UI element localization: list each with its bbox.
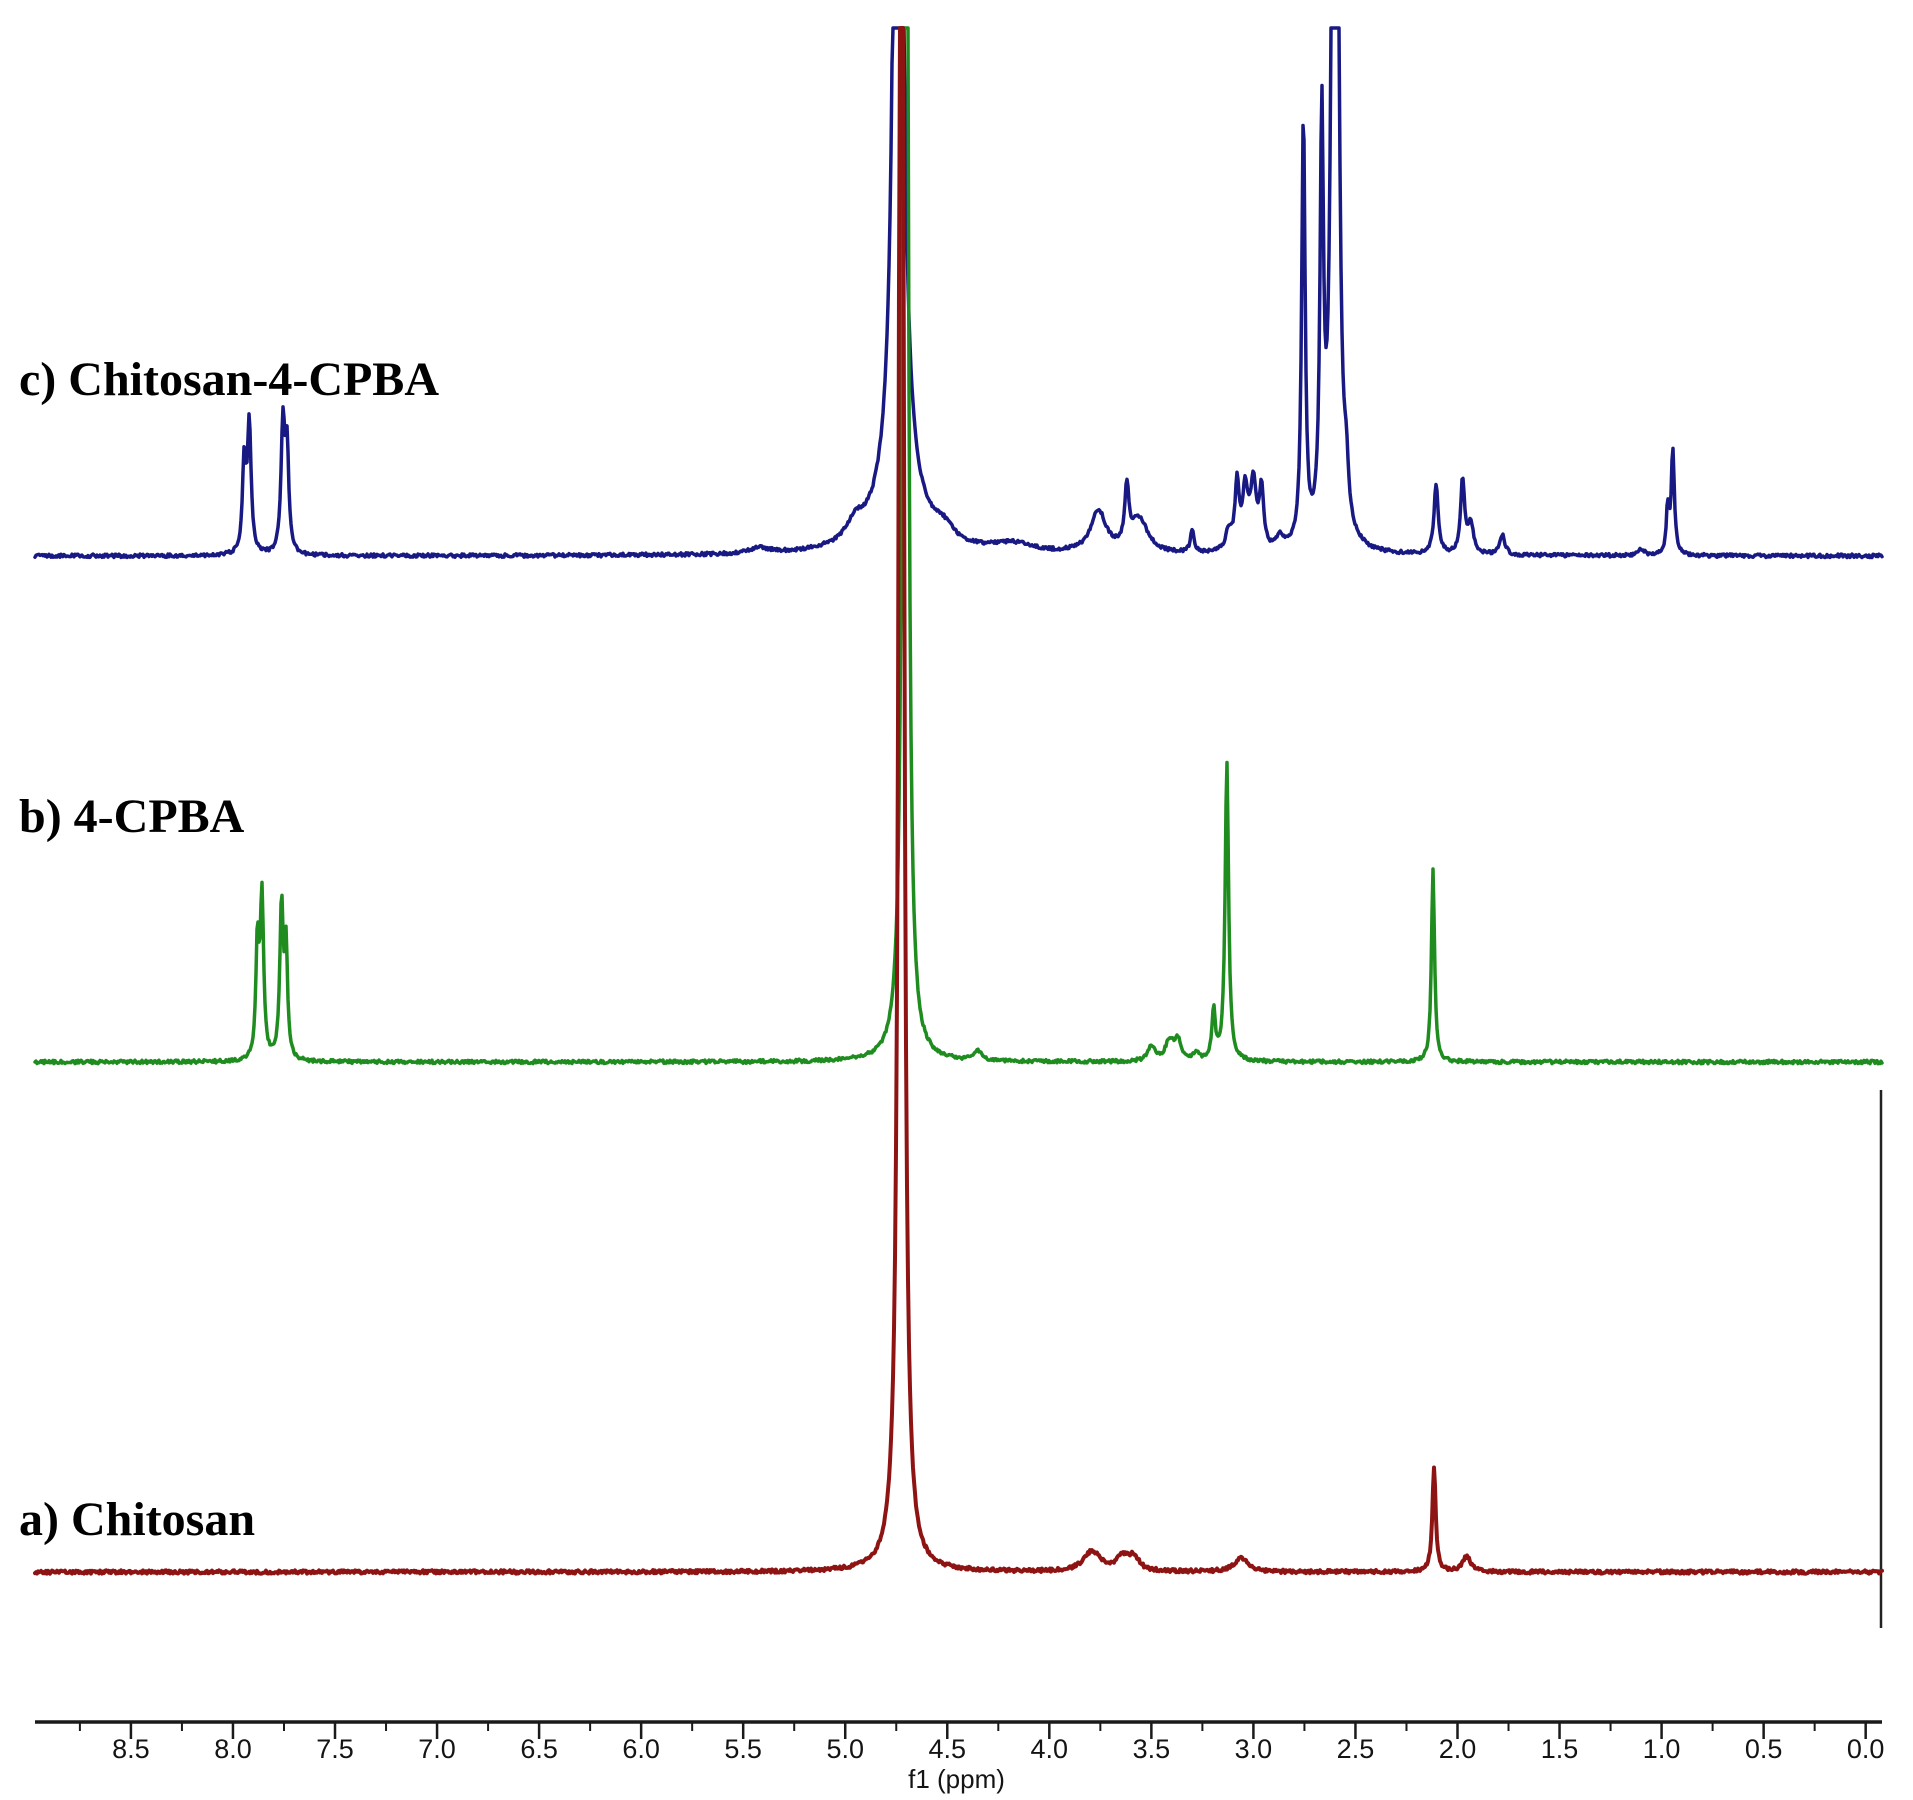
x-axis-tick-label: 1.5	[1541, 1734, 1579, 1764]
x-axis-tick-label: 8.0	[214, 1734, 252, 1764]
spectrum-line-b	[33, 26, 1884, 1066]
x-axis-tick-label: 2.0	[1439, 1734, 1477, 1764]
x-axis-tick-label: 3.0	[1235, 1734, 1273, 1764]
x-axis-tick-label: 4.5	[929, 1734, 967, 1764]
x-axis-title: f1 (ppm)	[908, 1764, 1005, 1794]
x-axis-tick-label: 5.5	[724, 1734, 762, 1764]
spectrum-line-c	[33, 26, 1884, 560]
x-axis-tick-label: 1.0	[1643, 1734, 1681, 1764]
x-axis-tick-label: 5.0	[826, 1734, 864, 1764]
x-axis-tick-label: 4.0	[1031, 1734, 1069, 1764]
series-label-c: c) Chitosan-4-CPBA	[19, 353, 439, 406]
series-label-a: a) Chitosan	[19, 1493, 256, 1546]
x-axis-tick-label: 0.5	[1745, 1734, 1783, 1764]
x-axis-tick-label: 6.0	[622, 1734, 660, 1764]
x-axis-tick-label: 7.5	[316, 1734, 354, 1764]
x-axis-tick-label: 0.0	[1847, 1734, 1885, 1764]
x-axis-tick-label: 8.5	[112, 1734, 150, 1764]
x-axis-tick-label: 3.5	[1133, 1734, 1171, 1764]
x-axis-tick-label: 6.5	[520, 1734, 558, 1764]
series-label-b: b) 4-CPBA	[19, 790, 245, 843]
spectrum-line-a	[33, 26, 1884, 1576]
x-axis-tick-label: 7.0	[418, 1734, 456, 1764]
x-axis-tick-label: 2.5	[1337, 1734, 1375, 1764]
